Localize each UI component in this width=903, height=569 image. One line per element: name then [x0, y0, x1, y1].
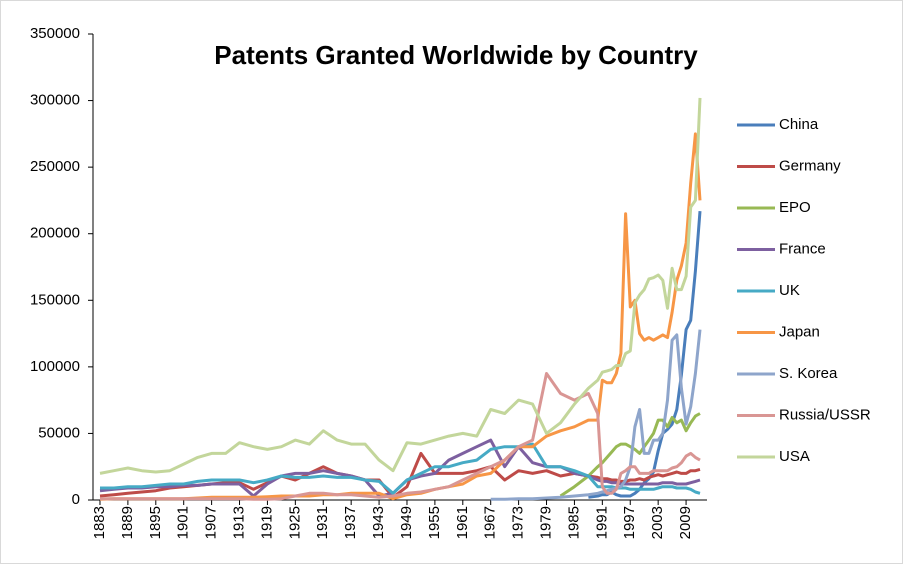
- x-tick-label: 1985: [565, 506, 582, 539]
- legend-label: Japan: [779, 323, 820, 340]
- y-tick-label: 350000: [30, 25, 80, 42]
- legend-label: Russia/USSR: [779, 406, 871, 423]
- x-tick-label: 1895: [147, 506, 164, 539]
- x-tick-label: 1907: [203, 506, 220, 539]
- x-tick-label: 1925: [286, 506, 303, 539]
- x-tick-label: 1913: [230, 506, 247, 539]
- y-tick-label: 250000: [30, 158, 80, 175]
- legend-label: UK: [779, 282, 800, 299]
- x-tick-label: 1949: [398, 506, 415, 539]
- x-tick-label: 2003: [649, 506, 666, 539]
- x-tick-label: 1955: [426, 506, 443, 539]
- x-tick-label: 1937: [342, 506, 359, 539]
- x-tick-label: 1889: [119, 506, 136, 539]
- y-tick-label: 300000: [30, 92, 80, 109]
- x-tick-label: 1961: [454, 506, 471, 539]
- legend-label: EPO: [779, 199, 811, 216]
- legend-label: USA: [779, 448, 810, 465]
- legend-label: Germany: [779, 157, 841, 174]
- x-tick-label: 1931: [314, 506, 331, 539]
- series-line: [100, 372, 701, 501]
- x-tick-label: 1979: [537, 506, 554, 539]
- x-tick-label: 1943: [370, 506, 387, 539]
- x-tick-label: 1919: [258, 506, 275, 539]
- legend-label: France: [779, 240, 826, 257]
- x-tick-label: 1997: [621, 506, 638, 539]
- x-tick-label: 1991: [593, 506, 610, 539]
- x-tick-label: 1967: [482, 506, 499, 539]
- x-tick-label: 1901: [175, 506, 192, 539]
- y-tick-label: 150000: [30, 291, 80, 308]
- y-tick-label: 0: [72, 491, 80, 508]
- chart-title: Patents Granted Worldwide by Country: [214, 40, 698, 70]
- series-line: [99, 438, 701, 498]
- legend-label: China: [779, 116, 819, 133]
- series-line: [99, 97, 702, 475]
- series-line: [100, 442, 701, 495]
- x-tick-label: 1883: [91, 506, 108, 539]
- series-line: [559, 412, 701, 498]
- legend-label: S. Korea: [779, 365, 838, 382]
- y-tick-label: 50000: [38, 424, 80, 441]
- x-tick-label: 2009: [677, 506, 694, 539]
- x-tick-label: 1973: [510, 506, 527, 539]
- y-tick-label: 200000: [30, 225, 80, 242]
- y-tick-label: 100000: [30, 358, 80, 375]
